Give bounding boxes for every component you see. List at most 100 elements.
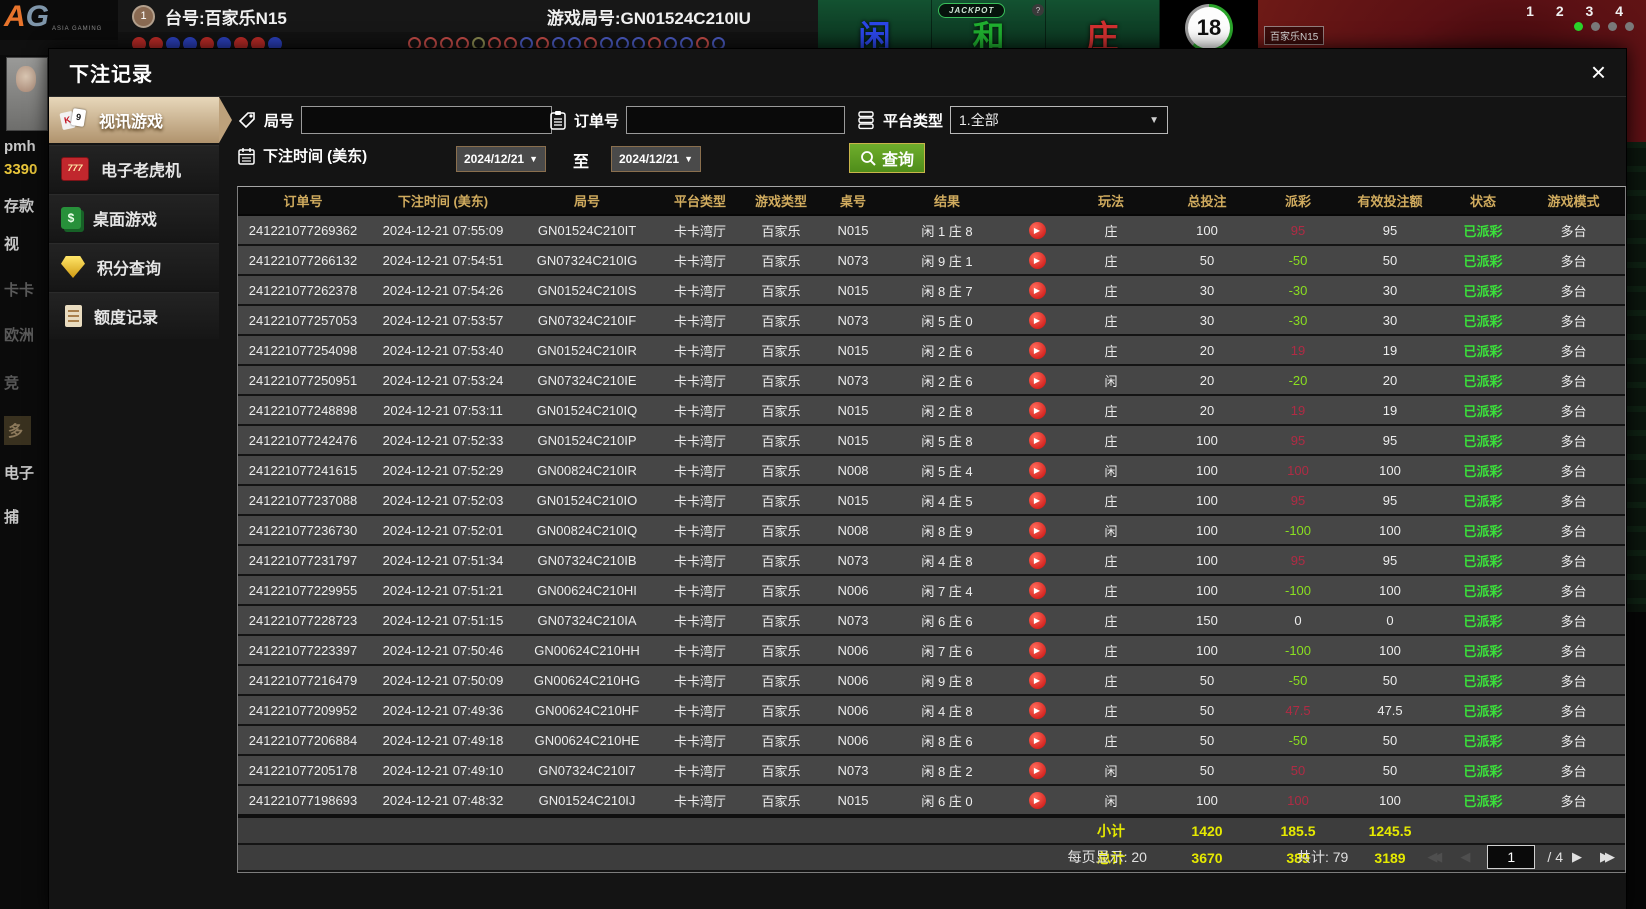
order-input[interactable]: [626, 106, 846, 134]
table-cell: 卡卡湾厅: [656, 605, 744, 636]
search-button[interactable]: 查询: [849, 143, 926, 173]
close-icon[interactable]: ×: [1590, 57, 1606, 87]
left-nav-item[interactable]: 3390: [4, 161, 38, 178]
table-cell: N006: [818, 575, 888, 606]
jackpot-help-icon[interactable]: ?: [1032, 4, 1044, 16]
sidebar-item-quota-records[interactable]: 额度记录: [49, 292, 219, 339]
table-cell: 闲 5 庄 8: [888, 425, 1006, 456]
table-cell: 2024-12-21 07:54:51: [368, 245, 518, 276]
sidebar-item-video-games[interactable]: 视讯游戏: [49, 96, 232, 143]
table-cell: 2024-12-21 07:53:40: [368, 335, 518, 366]
play-result-icon[interactable]: ▶: [1028, 312, 1046, 329]
sidebar-item-slots[interactable]: 电子老虎机: [49, 145, 219, 192]
table-cell: GN00624C210HG: [518, 665, 656, 696]
avatar[interactable]: [6, 57, 48, 131]
result-video-cell: ▶: [1006, 545, 1068, 576]
table-cell: 百家乐: [744, 215, 818, 246]
sidebar-item-points-query[interactable]: 积分查询: [49, 243, 219, 290]
platform-filter-group: 平台类型 1.全部 ▼: [856, 106, 1169, 134]
table-row: 241221077241615 2024-12-21 07:52:29 GN0082…: [238, 455, 1625, 486]
play-result-icon[interactable]: ▶: [1028, 672, 1046, 689]
table-cell: 50: [1336, 245, 1444, 276]
left-nav-item[interactable]: 卡卡: [4, 282, 35, 299]
bead-icon: [149, 36, 163, 51]
play-result-icon[interactable]: ▶: [1028, 702, 1046, 719]
play-result-icon[interactable]: ▶: [1028, 432, 1046, 449]
play-result-icon[interactable]: ▶: [1028, 462, 1046, 479]
table-cell: GN07324C210IA: [518, 605, 656, 636]
sidebar-item-table-games[interactable]: 桌面游戏: [49, 194, 219, 241]
table-cell: 闲 6 庄 6: [888, 605, 1006, 636]
table-cell: GN07324C210IE: [518, 365, 656, 396]
play-result-icon[interactable]: ▶: [1028, 612, 1046, 629]
column-header: 桌号: [818, 187, 888, 216]
date-from-select[interactable]: 2024/12/21 ▼: [456, 146, 546, 172]
play-result-icon[interactable]: ▶: [1028, 492, 1046, 509]
result-video-cell: ▶: [1006, 695, 1068, 726]
round-input[interactable]: [301, 106, 553, 134]
timer-ring-icon: 18: [1185, 3, 1233, 52]
left-nav-item[interactable]: 捕: [4, 509, 20, 526]
next-page-icon[interactable]: ▶: [1572, 849, 1582, 864]
left-nav-item[interactable]: 电子: [4, 465, 35, 482]
table-cell: 30: [1336, 275, 1444, 306]
play-result-icon[interactable]: ▶: [1028, 792, 1046, 809]
table-cell: 闲: [1068, 365, 1154, 396]
left-nav-item[interactable]: 欧洲: [4, 327, 35, 344]
table-cell: 闲 4 庄 8: [888, 545, 1006, 576]
play-result-icon[interactable]: ▶: [1028, 222, 1046, 239]
date-to-select[interactable]: 2024/12/21 ▼: [611, 146, 701, 172]
left-nav-item[interactable]: 多: [4, 416, 32, 445]
play-result-icon[interactable]: ▶: [1028, 282, 1046, 299]
play-result-icon[interactable]: ▶: [1028, 762, 1046, 779]
table-name-label: 台号:百家乐N15: [165, 8, 287, 28]
timer-value: 18: [1188, 6, 1230, 49]
prev-page-icon[interactable]: ◀: [1460, 849, 1471, 864]
sidebar-item-label: 桌面游戏: [93, 212, 158, 229]
play-result-icon[interactable]: ▶: [1028, 552, 1046, 569]
table-cell: 卡卡湾厅: [656, 455, 744, 486]
play-result-icon[interactable]: ▶: [1028, 252, 1046, 269]
table-cell: 庄: [1068, 725, 1154, 756]
bet-cell-player[interactable]: 闲: [818, 0, 932, 55]
table-cell: 闲 8 庄 7: [888, 275, 1006, 306]
play-result-icon[interactable]: ▶: [1028, 372, 1046, 389]
column-header: 游戏模式: [1522, 187, 1625, 216]
first-page-icon[interactable]: ◀◀: [1427, 849, 1442, 864]
last-page-icon[interactable]: ▶▶: [1600, 849, 1615, 864]
table-cell: 庄: [1068, 215, 1154, 246]
table-cell: 2024-12-21 07:50:46: [368, 635, 518, 666]
bet-cell-banker[interactable]: 庄: [1046, 0, 1160, 55]
play-result-icon[interactable]: ▶: [1028, 582, 1046, 599]
table-cell: 多台: [1522, 515, 1625, 546]
table-cell: GN01524C210IJ: [518, 785, 656, 817]
play-result-icon[interactable]: ▶: [1028, 732, 1046, 749]
table-row: 241221077228723 2024-12-21 07:51:15 GN0732…: [238, 605, 1625, 636]
play-result-icon[interactable]: ▶: [1028, 402, 1046, 419]
play-result-icon[interactable]: ▶: [1028, 522, 1046, 539]
platform-select[interactable]: 1.全部 ▼: [950, 106, 1169, 134]
total-valid-bet: 3189: [1336, 844, 1444, 872]
table-cell: 100: [1336, 785, 1444, 817]
result-video-cell: ▶: [1006, 305, 1068, 336]
table-cell: GN01524C210IQ: [518, 395, 656, 426]
table-cell: 庄: [1068, 425, 1154, 456]
play-result-icon[interactable]: ▶: [1028, 342, 1046, 359]
table-cell: N015: [818, 785, 888, 817]
bead-icon: [234, 36, 248, 51]
table-cell: 多台: [1522, 455, 1625, 486]
table-cell: 百家乐: [744, 605, 818, 636]
table-cell: 2024-12-21 07:54:26: [368, 275, 518, 306]
left-nav-item[interactable]: 视: [4, 236, 20, 253]
table-cell: 百家乐: [744, 545, 818, 576]
bead-icon: [132, 36, 146, 51]
left-nav-item[interactable]: pmh: [4, 138, 36, 155]
table-cell: GN01524C210IR: [518, 335, 656, 366]
bet-cell-tie[interactable]: 和: [932, 0, 1046, 55]
page-number-input[interactable]: 1: [1487, 845, 1536, 869]
table-cell: -50: [1260, 725, 1336, 756]
left-nav-item[interactable]: 存款: [4, 198, 35, 215]
left-nav-item[interactable]: 竞: [4, 375, 20, 392]
play-result-icon[interactable]: ▶: [1028, 642, 1046, 659]
left-nav: pmh 3390 存款视卡卡欧洲竞多电子捕: [0, 55, 48, 909]
